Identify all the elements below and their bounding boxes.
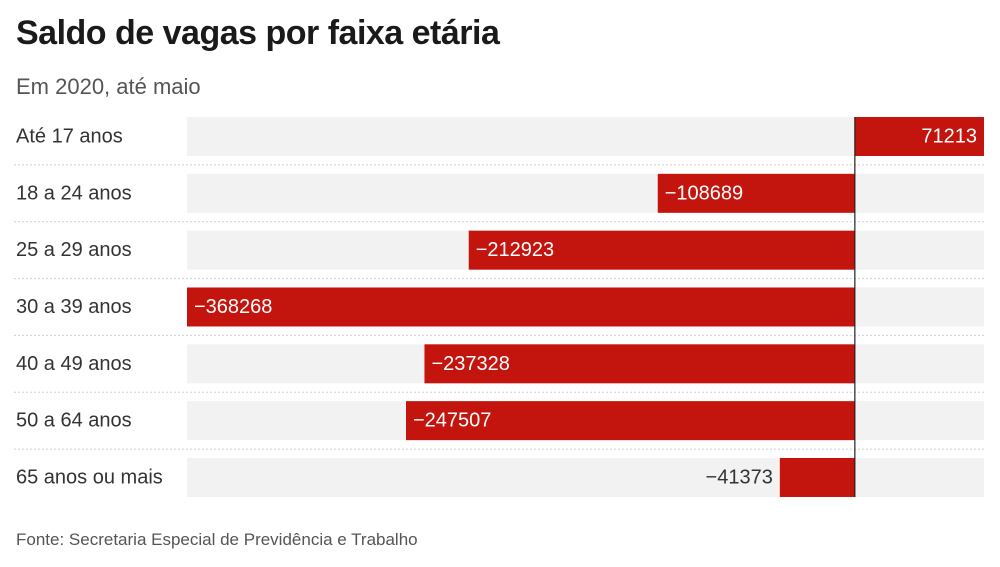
category-label: 50 a 64 anos: [16, 410, 132, 432]
bar: [657, 173, 855, 213]
chart-title: Saldo de vagas por faixa etária: [16, 14, 500, 52]
bar-track: [187, 457, 984, 497]
category-label: Até 17 anos: [16, 126, 123, 148]
value-label: −212923: [476, 239, 554, 261]
bar-track: [187, 173, 984, 213]
bar: [406, 401, 855, 441]
category-label: 30 a 39 anos: [16, 296, 132, 318]
value-label: −41373: [706, 466, 773, 488]
category-label: 18 a 24 anos: [16, 182, 132, 204]
bar: [779, 457, 855, 497]
bar: [424, 344, 855, 384]
category-label: 40 a 49 anos: [16, 353, 132, 375]
value-label: −237328: [431, 353, 509, 375]
bar: [187, 287, 855, 327]
value-label: −247507: [413, 410, 491, 432]
bar: [854, 117, 984, 156]
value-label: −368268: [194, 296, 272, 318]
bar: [468, 230, 855, 270]
value-label: 71213: [921, 126, 977, 148]
value-label: −108689: [665, 182, 743, 204]
category-label: 25 a 29 anos: [16, 239, 132, 261]
bar-track: [187, 117, 984, 156]
chart-source: Fonte: Secretaria Especial de Previdênci…: [16, 530, 418, 549]
chart-subtitle: Em 2020, até maio: [16, 74, 201, 99]
category-label: 65 anos ou mais: [16, 466, 163, 488]
